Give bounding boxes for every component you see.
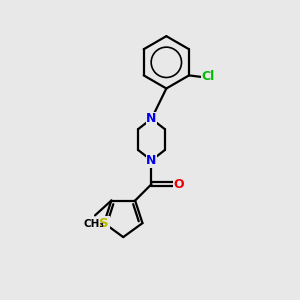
Text: S: S [99,217,109,230]
Text: Cl: Cl [201,70,214,83]
Text: CH₃: CH₃ [83,219,104,229]
Text: O: O [173,178,184,191]
Text: N: N [146,112,157,125]
Text: N: N [146,154,157,167]
